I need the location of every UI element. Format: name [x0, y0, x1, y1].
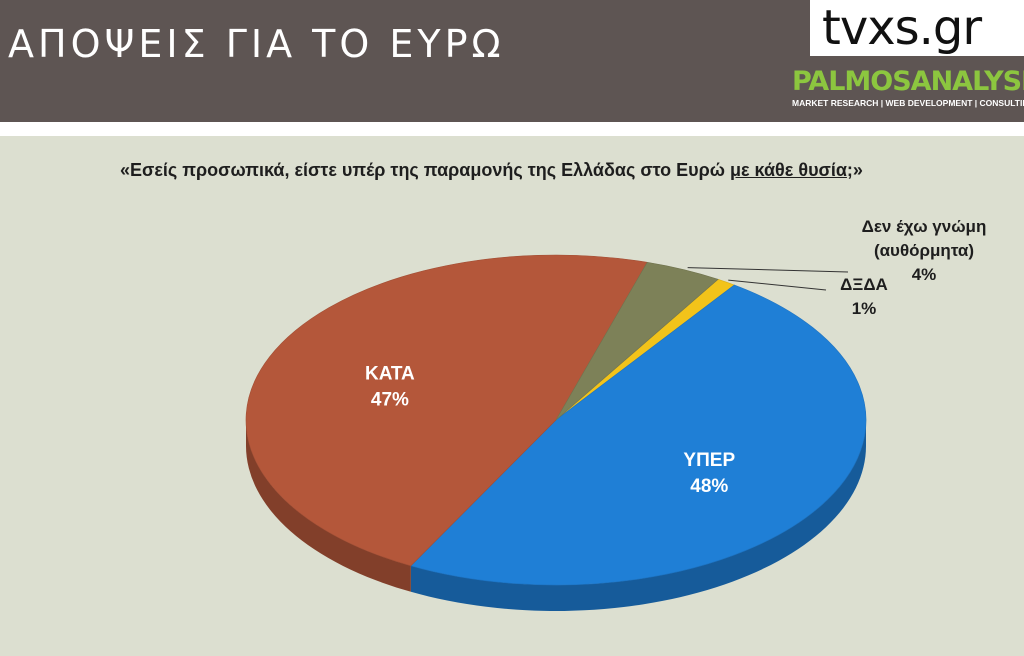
pie-slice-item — [555, 261, 719, 421]
pie-slice-item-label: ΚΑΤΑ — [365, 363, 415, 384]
palmos-logo-tagline: MARKET RESEARCH | WEB DEVELOPMENT | CONS… — [792, 98, 1024, 108]
pie-slice-item-leader-line — [728, 279, 827, 291]
tvxs-logo: tvxs.gr — [810, 0, 1024, 56]
question-end: ;» — [846, 160, 863, 180]
question-text: «Εσείς προσωπικά, είστε υπέρ της παραμον… — [120, 160, 730, 180]
question-underlined-text: με κάθε θυσία — [730, 160, 847, 180]
pie-slice-item-value-label: 48% — [690, 476, 728, 497]
pie-slice-item-label: ΥΠΕΡ — [683, 450, 735, 471]
pie-slice-item-side — [245, 420, 411, 592]
pie-slice-item-label: ΔΞΔΑ — [840, 275, 888, 294]
pie-slice-item-value-label: 1% — [852, 299, 877, 318]
pie-slice-item-label-line2: (αυθόρμητα) — [874, 241, 974, 260]
palmos-logo-text: PALMOSANALYSIS — [792, 66, 1024, 97]
pie-slice-item — [245, 254, 648, 567]
header-divider — [0, 122, 1024, 136]
palmos-logo: PALMOSANALYSIS MARKET RESEARCH | WEB DEV… — [792, 66, 1024, 110]
pie-slice-item-leader-line — [687, 267, 849, 273]
pie-slice-item-value-label: 4% — [912, 265, 937, 284]
tvxs-logo-text: tvxs.gr — [822, 0, 982, 56]
survey-question: «Εσείς προσωπικά, είστε υπέρ της παραμον… — [120, 158, 1000, 182]
pie-chart: ΔΞΔΑ 1% ΥΠΕΡ 48% ΚΑΤΑ 47% Δεν έχω γνώμη (αυθόρμ… — [245, 217, 987, 611]
page-title: ΑΠΟΨΕΙΣ ΓΙΑ ΤΟ ΕΥΡΩ — [8, 22, 505, 66]
pie-slice-item — [410, 284, 867, 586]
pie-slice-item-side — [410, 420, 866, 611]
pie-slice-item-label: Δεν έχω γνώμη — [862, 217, 987, 236]
pie-slice-item-value-label: 47% — [371, 389, 409, 410]
